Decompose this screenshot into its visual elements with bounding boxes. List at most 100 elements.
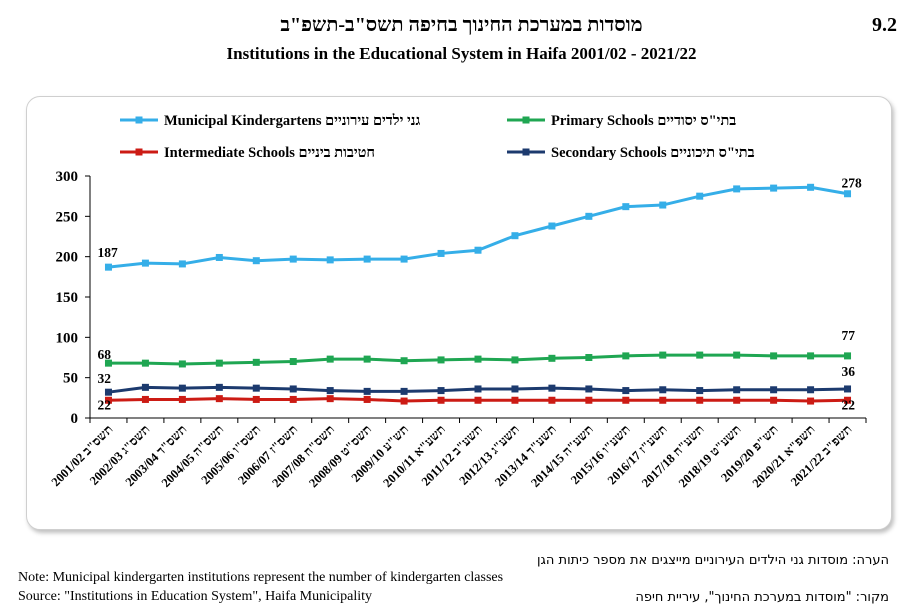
data-point (733, 351, 741, 359)
data-point (696, 396, 704, 404)
data-point (141, 383, 149, 391)
data-point (252, 257, 260, 265)
data-point (437, 396, 445, 404)
legend-marker (135, 148, 143, 156)
data-point (511, 232, 519, 240)
data-point (622, 396, 630, 404)
chart-title-hebrew: מוסדות במערכת החינוך בחיפה תשס"ב-תשפ"ב (280, 14, 643, 36)
data-point (659, 386, 667, 394)
data-point (807, 352, 815, 360)
data-point (215, 383, 223, 391)
data-label: 22 (97, 397, 111, 412)
data-point (807, 183, 815, 191)
chart-frame (26, 96, 892, 530)
data-point (585, 354, 593, 361)
data-point (622, 203, 630, 211)
data-point (252, 395, 260, 403)
data-point (363, 255, 371, 263)
legend-label: Intermediate Schools חטיבות ביניים (164, 145, 375, 161)
data-point (733, 185, 741, 193)
data-point (437, 387, 445, 395)
data-point (548, 384, 556, 392)
data-point (104, 388, 112, 396)
data-point (844, 385, 852, 393)
data-point (363, 355, 371, 363)
data-point (844, 352, 852, 360)
data-point (141, 259, 149, 267)
data-point (215, 359, 223, 367)
data-point (548, 222, 556, 230)
data-point (733, 386, 741, 394)
data-point (807, 397, 815, 405)
y-tick-label: 200 (56, 250, 79, 266)
data-point (659, 201, 667, 209)
y-tick-label: 250 (56, 209, 79, 225)
data-point (770, 386, 778, 394)
x-tick-label: 2001/02 תשס"ב (49, 422, 116, 489)
data-point (289, 358, 297, 366)
legend-marker (522, 148, 530, 156)
data-point (104, 263, 112, 271)
note-hebrew: הערה: מוסדות גני הילדים העירוניים מייצגי… (537, 553, 889, 568)
y-tick-label: 150 (56, 290, 79, 306)
legend-label: Primary Schools בתי"ס יסודיים (551, 113, 736, 129)
data-point (770, 396, 778, 404)
data-point (363, 395, 371, 403)
data-point (289, 255, 297, 263)
y-tick-label: 0 (71, 411, 79, 427)
data-point (733, 396, 741, 404)
data-point (585, 396, 593, 404)
data-point (696, 192, 704, 200)
data-point (437, 249, 445, 257)
data-label: 68 (97, 347, 111, 362)
data-point (844, 190, 852, 198)
data-point (326, 256, 334, 264)
data-point (622, 352, 630, 360)
chart-title-english: Institutions in the Educational System i… (226, 44, 697, 63)
data-point (659, 396, 667, 404)
data-point (511, 396, 519, 404)
data-point (511, 385, 519, 393)
data-point (770, 184, 778, 192)
data-label: 77 (842, 328, 856, 343)
data-point (326, 355, 334, 363)
data-point (437, 356, 445, 364)
data-point (363, 387, 371, 395)
data-point (585, 385, 593, 393)
data-label: 36 (842, 364, 856, 379)
data-point (252, 358, 260, 366)
data-point (770, 352, 778, 360)
data-point (400, 387, 408, 395)
data-point (215, 253, 223, 261)
data-point (807, 386, 815, 394)
data-point (400, 357, 408, 365)
data-point (178, 395, 186, 403)
data-label: 32 (97, 371, 111, 386)
data-point (104, 396, 112, 404)
data-point (622, 387, 630, 395)
data-point (326, 395, 334, 403)
source-english: Source: "Institutions in Education Syste… (18, 589, 372, 604)
data-point (696, 387, 704, 395)
data-point (548, 354, 556, 362)
legend-marker (135, 116, 143, 124)
data-point (474, 355, 482, 363)
data-point (178, 360, 186, 368)
data-point (474, 396, 482, 404)
data-point (215, 395, 223, 403)
data-point (585, 212, 593, 220)
data-point (178, 260, 186, 268)
data-point (548, 396, 556, 404)
data-point (289, 395, 297, 403)
data-label: 187 (97, 245, 118, 260)
y-tick-label: 300 (56, 169, 79, 185)
data-point (696, 351, 704, 359)
data-point (511, 356, 519, 364)
data-point (400, 255, 408, 263)
note-english: Note: Municipal kindergarten institution… (18, 570, 504, 585)
y-tick-label: 50 (63, 371, 78, 387)
data-point (141, 395, 149, 403)
legend-label: Municipal Kindergartens גני ילדים עירוני… (164, 113, 421, 129)
data-point (326, 387, 334, 395)
legend-label: Secondary Schools בתי"ס תיכוניים (551, 145, 755, 161)
